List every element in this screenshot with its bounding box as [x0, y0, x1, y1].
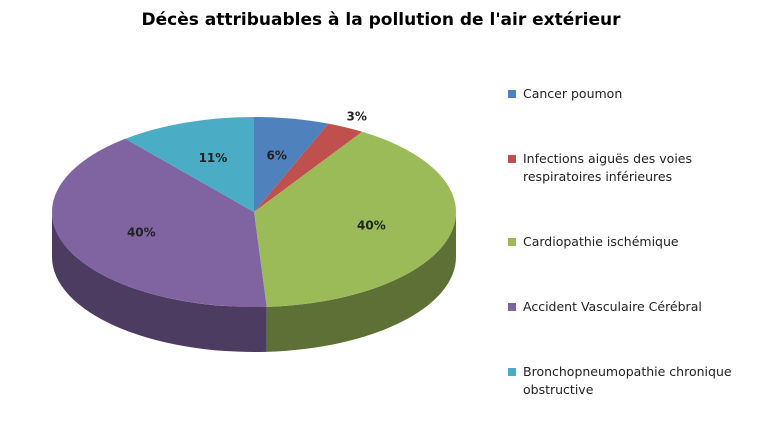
data-label: 40%: [357, 219, 386, 233]
legend-item: Bronchopneumopathie chronique obstructiv…: [508, 363, 753, 399]
data-label: 11%: [199, 151, 228, 165]
legend-swatch: [508, 237, 516, 246]
legend-label: Infections aiguës des voies respiratoire…: [523, 151, 693, 185]
slice: [254, 131, 456, 307]
data-label: 40%: [127, 225, 156, 239]
data-label: 3%: [347, 110, 367, 124]
chart-title: Décès attribuables à la pollution de l'a…: [141, 10, 621, 30]
slice: [254, 123, 363, 212]
slice: [254, 117, 329, 212]
legend-swatch: [508, 90, 516, 99]
legend-item: Infections aiguës des voies respiratoire…: [508, 150, 753, 186]
legend-swatch: [508, 367, 516, 376]
legend-item: Cancer poumon: [508, 85, 753, 103]
slice: [125, 117, 254, 212]
legend-swatch: [508, 155, 516, 164]
legend-label: Bronchopneumopathie chronique obstructiv…: [523, 363, 732, 397]
legend-label: Cancer poumon: [523, 86, 623, 102]
data-label: 6%: [267, 149, 287, 163]
slice-side: [52, 212, 267, 352]
legend: Cancer poumon Infections aiguës des voies…: [508, 62, 753, 422]
legend-label: Cardiopathie ischémique: [523, 233, 679, 249]
slice: [52, 138, 267, 307]
legend-swatch: [508, 302, 516, 311]
legend-item: Accident Vasculaire Cérébral: [508, 298, 753, 316]
legend-item: Cardiopathie ischémique: [508, 233, 753, 251]
chart: 6% 3% 40% 40% 11%: [52, 110, 456, 352]
slice-side: [266, 212, 456, 352]
legend-label: Accident Vasculaire Cérébral: [523, 298, 702, 314]
